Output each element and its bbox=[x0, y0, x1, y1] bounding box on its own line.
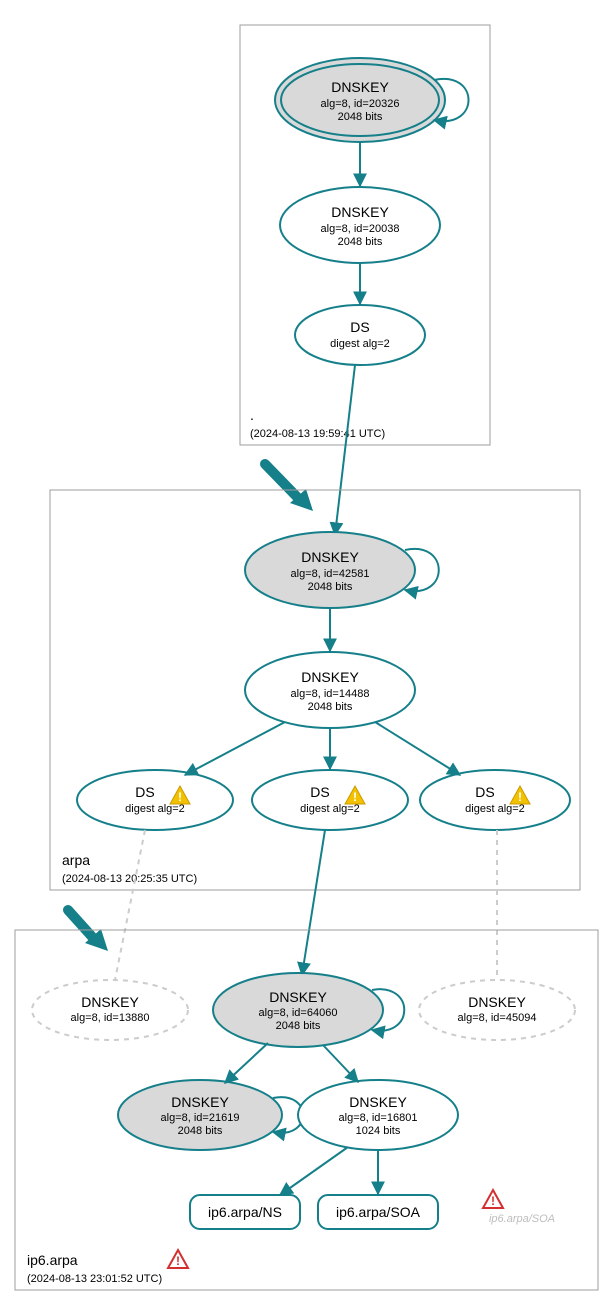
node-root-ds: DS digest alg=2 bbox=[295, 305, 425, 365]
zone-ip6arpa: ip6.arpa (2024-08-13 23:01:52 UTC) DNSKE… bbox=[15, 930, 598, 1290]
svg-text:alg=8, id=45094: alg=8, id=45094 bbox=[458, 1012, 537, 1024]
zone-ip6arpa-timestamp: (2024-08-13 23:01:52 UTC) bbox=[27, 1273, 162, 1285]
node-root-zsk: DNSKEY alg=8, id=20038 2048 bits bbox=[280, 187, 440, 263]
edge-ds1-ghost1 bbox=[115, 830, 145, 980]
zone-root: . (2024-08-13 19:59:41 UTC) DNSKEY alg=8… bbox=[240, 25, 490, 445]
svg-text:ip6.arpa/NS: ip6.arpa/NS bbox=[208, 1204, 282, 1220]
svg-text:!: ! bbox=[178, 790, 182, 804]
edge-ds2-ip6ksk bbox=[302, 830, 325, 975]
svg-text:2048 bits: 2048 bits bbox=[276, 1020, 321, 1032]
svg-text:2048 bits: 2048 bits bbox=[338, 236, 383, 248]
svg-text:ip6.arpa/SOA: ip6.arpa/SOA bbox=[489, 1213, 555, 1225]
node-ip6-ghost-soa: ip6.arpa/SOA ! bbox=[483, 1190, 555, 1225]
svg-text:digest alg=2: digest alg=2 bbox=[125, 803, 185, 815]
svg-text:!: ! bbox=[176, 1254, 180, 1268]
svg-text:!: ! bbox=[518, 790, 522, 804]
svg-text:alg=8, id=20038: alg=8, id=20038 bbox=[321, 223, 400, 235]
svg-text:!: ! bbox=[491, 1194, 495, 1208]
node-arpa-ds2: DS digest alg=2 ! bbox=[252, 770, 408, 830]
svg-text:alg=8, id=64060: alg=8, id=64060 bbox=[259, 1007, 338, 1019]
edge-rootds-arpaksk bbox=[335, 365, 355, 535]
zone-arpa-label: arpa bbox=[62, 852, 90, 868]
svg-text:digest alg=2: digest alg=2 bbox=[300, 803, 360, 815]
zone-arrow-arpa-ip6 bbox=[68, 910, 95, 940]
zone-ip6arpa-label: ip6.arpa bbox=[27, 1252, 78, 1268]
root-ksk-bits: 2048 bits bbox=[338, 111, 383, 123]
root-ksk-title: DNSKEY bbox=[331, 79, 389, 95]
svg-text:1024 bits: 1024 bits bbox=[356, 1125, 401, 1137]
edge-ip6ksk-zsk1 bbox=[225, 1043, 268, 1083]
edge-arpazsk-ds1 bbox=[185, 722, 285, 775]
node-arpa-zsk: DNSKEY alg=8, id=14488 2048 bits bbox=[245, 652, 415, 728]
root-ksk-alg: alg=8, id=20326 bbox=[321, 98, 400, 110]
svg-text:DNSKEY: DNSKEY bbox=[301, 549, 359, 565]
svg-text:ip6.arpa/SOA: ip6.arpa/SOA bbox=[336, 1204, 421, 1220]
node-ip6-ksk: DNSKEY alg=8, id=64060 2048 bits bbox=[213, 973, 404, 1047]
node-ip6-ns: ip6.arpa/NS bbox=[190, 1195, 300, 1229]
svg-text:alg=8, id=16801: alg=8, id=16801 bbox=[339, 1112, 418, 1124]
svg-text:2048 bits: 2048 bits bbox=[308, 581, 353, 593]
svg-text:alg=8, id=42581: alg=8, id=42581 bbox=[291, 568, 370, 580]
svg-text:digest alg=2: digest alg=2 bbox=[465, 803, 525, 815]
svg-text:alg=8, id=21619: alg=8, id=21619 bbox=[161, 1112, 240, 1124]
svg-text:digest alg=2: digest alg=2 bbox=[330, 338, 390, 350]
node-ip6-soa: ip6.arpa/SOA bbox=[318, 1195, 438, 1229]
error-icon: ! bbox=[483, 1190, 503, 1208]
svg-text:DNSKEY: DNSKEY bbox=[468, 994, 526, 1010]
zone-arpa: arpa (2024-08-13 20:25:35 UTC) DNSKEY al… bbox=[50, 490, 580, 890]
node-arpa-ds1: DS digest alg=2 ! bbox=[77, 770, 233, 830]
zone-arrow-root-arpa bbox=[265, 464, 300, 500]
svg-text:DS: DS bbox=[350, 319, 369, 335]
svg-text:alg=8, id=13880: alg=8, id=13880 bbox=[71, 1012, 150, 1024]
svg-text:DS: DS bbox=[135, 784, 154, 800]
node-root-ksk: DNSKEY alg=8, id=20326 2048 bits bbox=[275, 58, 469, 142]
svg-text:!: ! bbox=[353, 790, 357, 804]
svg-text:DNSKEY: DNSKEY bbox=[349, 1094, 407, 1110]
node-ip6-zsk1: DNSKEY alg=8, id=21619 2048 bits bbox=[118, 1080, 303, 1150]
svg-text:DS: DS bbox=[310, 784, 329, 800]
edge-arpazsk-ds3 bbox=[375, 722, 460, 775]
svg-text:DNSKEY: DNSKEY bbox=[171, 1094, 229, 1110]
node-ip6-ghost1: DNSKEY alg=8, id=13880 bbox=[32, 980, 188, 1040]
svg-text:DNSKEY: DNSKEY bbox=[81, 994, 139, 1010]
svg-text:2048 bits: 2048 bits bbox=[308, 701, 353, 713]
svg-text:DNSKEY: DNSKEY bbox=[331, 204, 389, 220]
svg-text:DS: DS bbox=[475, 784, 494, 800]
svg-text:alg=8, id=14488: alg=8, id=14488 bbox=[291, 688, 370, 700]
svg-text:2048 bits: 2048 bits bbox=[178, 1125, 223, 1137]
node-arpa-ksk: DNSKEY alg=8, id=42581 2048 bits bbox=[245, 532, 439, 608]
zone-root-label: . bbox=[250, 407, 254, 423]
edge-ip6zsk2-ns bbox=[280, 1147, 348, 1195]
svg-text:DNSKEY: DNSKEY bbox=[269, 989, 327, 1005]
svg-text:DNSKEY: DNSKEY bbox=[301, 669, 359, 685]
zone-root-timestamp: (2024-08-13 19:59:41 UTC) bbox=[250, 428, 385, 440]
error-icon: ! bbox=[168, 1250, 188, 1268]
node-ip6-ghost2: DNSKEY alg=8, id=45094 bbox=[419, 980, 575, 1040]
node-arpa-ds3: DS digest alg=2 ! bbox=[420, 770, 570, 830]
edge-ip6ksk-zsk2 bbox=[323, 1045, 358, 1082]
node-ip6-zsk2: DNSKEY alg=8, id=16801 1024 bits bbox=[298, 1080, 458, 1150]
zone-arpa-timestamp: (2024-08-13 20:25:35 UTC) bbox=[62, 873, 197, 885]
